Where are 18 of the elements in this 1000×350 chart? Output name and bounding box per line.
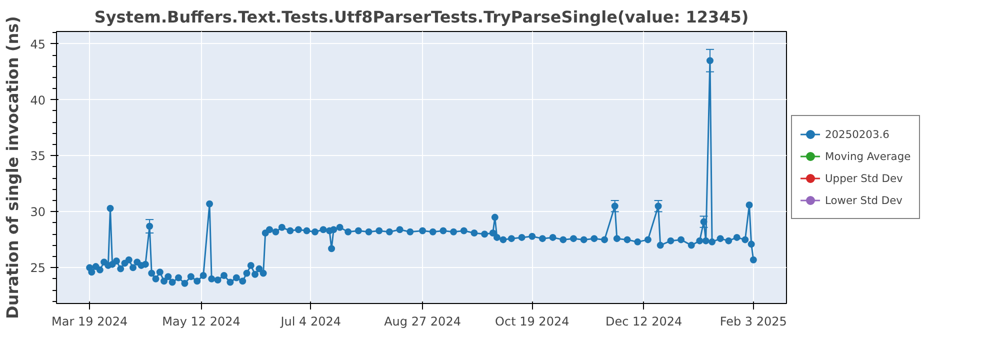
y-axis-title: Duration of single invocation (ns)	[3, 16, 22, 319]
x-tick-label: Jul 4 2024	[280, 314, 342, 328]
x-tick-label: Aug 27 2024	[384, 314, 461, 328]
x-tick-label: May 12 2024	[162, 314, 240, 328]
y-tick-label: 40	[30, 93, 46, 108]
y-tick-label: 30	[30, 205, 46, 220]
y-tick-label: 25	[30, 261, 46, 276]
x-tick-label: Feb 3 2025	[720, 314, 787, 328]
legend-label: 20250203.6	[825, 128, 890, 140]
x-tick-label: Oct 19 2024	[495, 314, 570, 328]
y-tick-label: 35	[30, 149, 46, 164]
x-tick-label: Mar 19 2024	[52, 314, 128, 328]
legend-label: Upper Std Dev	[825, 172, 903, 184]
y-tick-label: 45	[30, 37, 46, 52]
legend-label: Moving Average	[825, 150, 911, 162]
chart-title: System.Buffers.Text.Tests.Utf8ParserTests.TryParseSingle(value: 12345)	[94, 8, 749, 26]
legend-label: Lower Std Dev	[825, 194, 902, 206]
x-tick-label: Dec 12 2024	[605, 314, 682, 328]
